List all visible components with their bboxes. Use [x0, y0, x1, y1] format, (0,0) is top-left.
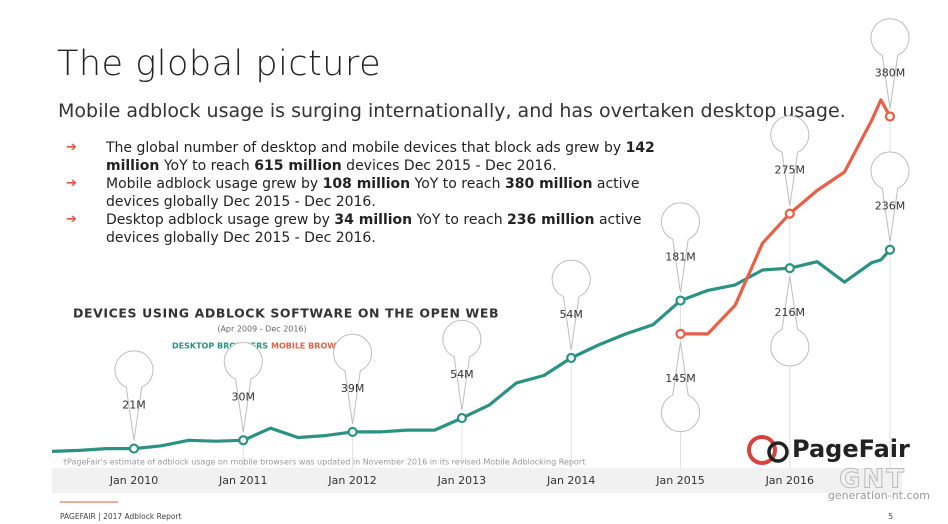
footer-source: PAGEFAIR | 2017 Adblock Report	[60, 512, 182, 521]
logo-icon	[767, 441, 789, 463]
chart-subtitle: (Apr 2009 - Dec 2016)	[217, 325, 306, 334]
callout-pin	[870, 18, 910, 109]
bullet-text: 142 million	[106, 140, 655, 174]
callout-label: 21M	[122, 399, 146, 412]
bullet-text: 380 million	[504, 176, 593, 192]
x-tick-label: Jan 2010	[109, 474, 158, 487]
slide-subtitle: Mobile adblock usage is surging internat…	[58, 100, 846, 122]
bullet-list: The global number of desktop and mobile …	[66, 139, 706, 247]
watermark-brand: GNT	[839, 465, 906, 495]
logo-icon	[747, 435, 777, 465]
callout-label: 30M	[232, 390, 256, 403]
x-tick-label: Jan 2014	[546, 474, 595, 487]
chart-title: DEVICES USING ADBLOCK SOFTWARE ON THE OP…	[73, 306, 499, 321]
bullet-text: 108 million	[322, 176, 411, 192]
point-marker	[238, 435, 249, 446]
point-marker	[884, 244, 896, 255]
bullet-text: 615 million	[254, 158, 342, 174]
logo: PageFair	[747, 435, 910, 465]
bullet-text: YoY to reach	[410, 176, 505, 192]
bullet-text: Desktop adblock usage grew by	[106, 212, 335, 228]
bullet-text: Mobile adblock usage grew by	[106, 176, 323, 192]
bullet-text: 34 million	[334, 212, 413, 228]
point-marker	[566, 352, 577, 364]
callout-pin	[770, 276, 810, 367]
callout-pin	[661, 341, 700, 432]
series-line	[680, 98, 892, 336]
page-number: 5	[888, 512, 893, 521]
callout-label: 39M	[341, 382, 365, 395]
bullet: Desktop adblock usage grew by 34 million…	[66, 211, 696, 247]
series-line	[51, 248, 892, 453]
callout-label: 380M	[875, 67, 906, 80]
point-marker	[347, 426, 358, 438]
point-marker	[675, 328, 686, 339]
callout-pin	[770, 115, 810, 206]
bullet: Mobile adblock usage grew by 108 million…	[66, 175, 696, 211]
watermark-site: generation-nt.com	[828, 489, 930, 502]
callout-label: 181M	[665, 251, 696, 264]
legend-label: MOBILE BROWSERS	[271, 342, 359, 351]
x-tick-label: Jan 2011	[218, 474, 267, 487]
callout-pin	[442, 319, 482, 411]
bullet-text: YoY to reach	[412, 212, 508, 228]
callout-pin	[551, 259, 591, 350]
bullet-text: YoY to reach	[159, 158, 255, 174]
x-tick-label: Jan 2012	[327, 474, 376, 487]
point-marker	[784, 208, 795, 219]
point-marker	[784, 263, 795, 274]
point-marker	[675, 295, 686, 306]
bullet-text: active devices globally Dec 2015 - Dec 2…	[106, 176, 640, 210]
x-tick-label: Jan 2013	[437, 474, 486, 487]
chart-note: †PageFair's estimate of adblock usage on…	[63, 458, 585, 467]
point-marker	[128, 443, 140, 454]
callout-label: 54M	[450, 368, 474, 381]
x-axis-band	[52, 468, 902, 493]
slide-title: The global picture	[57, 44, 382, 84]
bullet-text: 236 million	[507, 212, 595, 228]
point-marker	[456, 412, 467, 424]
bullet-text: The global number of desktop and mobile …	[106, 140, 626, 156]
callout-pin	[870, 151, 910, 242]
bullet-text: devices Dec 2015 - Dec 2016.	[341, 158, 557, 174]
bullet: The global number of desktop and mobile …	[66, 139, 696, 175]
callout-label: 145M	[665, 372, 696, 385]
point-marker	[884, 111, 896, 122]
bullet-text: active devices globally Dec 2015 - Dec 2…	[106, 212, 642, 246]
callout-label: 54M	[559, 308, 583, 321]
callout-label: 236M	[875, 200, 906, 213]
callout-pin	[114, 350, 154, 441]
callout-pin	[661, 202, 700, 293]
logo-text: PageFair	[792, 435, 910, 463]
callout-pin	[223, 342, 263, 433]
x-tick-label: Jan 2016	[765, 474, 814, 487]
callout-pin	[333, 333, 373, 424]
x-tick-label: Jan 2015	[655, 474, 704, 487]
legend-label: DESKTOP BROWSERS	[172, 342, 268, 351]
callout-label: 275M	[775, 164, 806, 177]
callout-label: 216M	[775, 306, 806, 319]
